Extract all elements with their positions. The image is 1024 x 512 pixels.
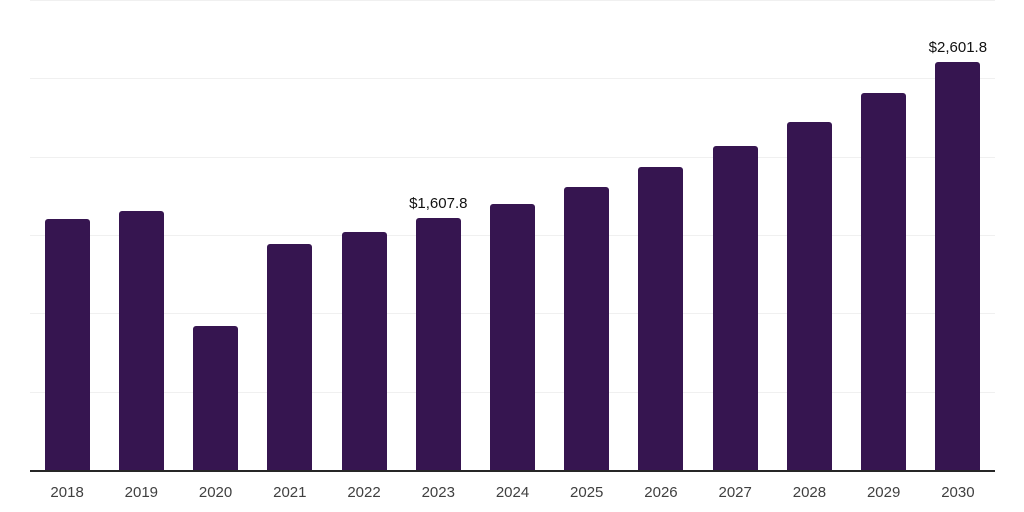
bar-2021[interactable] — [267, 243, 313, 470]
x-tick-2028: 2028 — [792, 484, 827, 501]
x-axis-line — [30, 470, 995, 472]
bar-2024[interactable] — [490, 204, 535, 470]
x-tick-2018: 2018 — [50, 484, 84, 501]
gridline-2000 — [30, 156, 995, 158]
bar-2030[interactable] — [935, 62, 981, 470]
value-label-2030: $2,601.8 — [928, 39, 988, 57]
bar-2019[interactable] — [118, 211, 164, 470]
gridline-3000 — [30, 0, 995, 1]
bar-2022[interactable] — [341, 232, 387, 470]
bar-2028[interactable] — [786, 121, 832, 470]
x-tick-2027: 2027 — [718, 484, 752, 501]
bar-2020[interactable] — [193, 326, 239, 470]
x-tick-2023: 2023 — [421, 484, 455, 501]
bar-2025[interactable] — [564, 186, 610, 470]
x-tick-2024: 2024 — [495, 484, 530, 501]
x-tick-2020: 2020 — [198, 484, 233, 501]
x-tick-2025: 2025 — [570, 484, 604, 501]
bar-2029[interactable] — [861, 93, 907, 470]
bar-2023[interactable] — [415, 218, 461, 470]
x-tick-2030: 2030 — [941, 484, 975, 501]
value-label-2023: $1,607.8 — [409, 195, 468, 213]
bar-2018[interactable] — [44, 219, 90, 470]
x-tick-2026: 2026 — [644, 484, 678, 501]
x-tick-2021: 2021 — [273, 484, 307, 501]
x-tick-2029: 2029 — [866, 484, 901, 501]
bar-2026[interactable] — [638, 167, 684, 470]
gridline-2500 — [30, 78, 995, 80]
x-tick-2019: 2019 — [124, 484, 159, 501]
x-tick-2022: 2022 — [347, 484, 381, 501]
bar-2027[interactable] — [712, 145, 758, 470]
